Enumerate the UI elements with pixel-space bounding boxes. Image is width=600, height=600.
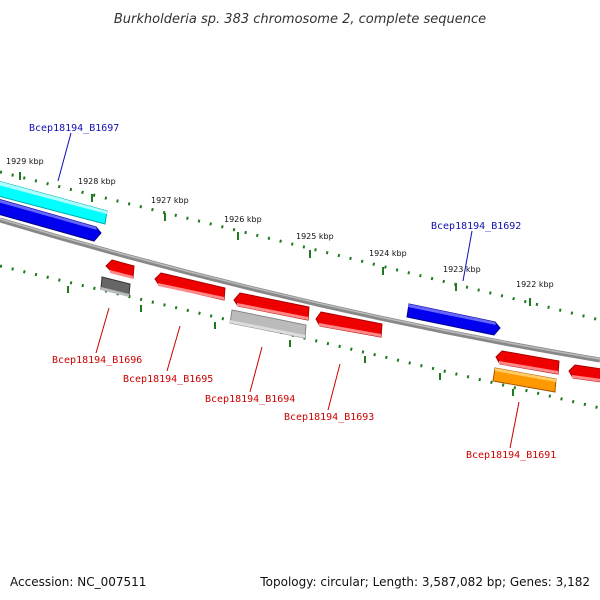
kbp-labels: 1929 kbp 1928 kbp 1927 kbp 1926 kbp 1925… bbox=[6, 157, 554, 289]
gene-red-right-2[interactable] bbox=[568, 364, 600, 383]
kbp-label: 1929 kbp bbox=[6, 157, 44, 166]
top-gene-labels: Bcep18194_B1697 Bcep18194_B1692 bbox=[29, 123, 521, 232]
kbp-label: 1926 kbp bbox=[224, 215, 262, 224]
gene-label-B1693[interactable]: Bcep18194_B1693 bbox=[284, 412, 374, 423]
topology-text: Topology: circular; Length: 3,587,082 bp… bbox=[259, 575, 590, 589]
top-major-ticks bbox=[19, 172, 531, 306]
bottom-gene-labels: Bcep18194_B1696 Bcep18194_B1695 Bcep1819… bbox=[52, 355, 556, 461]
gene-B1692[interactable] bbox=[406, 303, 501, 336]
gene-label-B1694[interactable]: Bcep18194_B1694 bbox=[205, 394, 295, 405]
kbp-label: 1924 kbp bbox=[369, 249, 407, 258]
gene-gray-light[interactable] bbox=[229, 309, 307, 339]
chromosome-backbone bbox=[0, 217, 600, 363]
map-title: Burkholderia sp. 383 chromosome 2, compl… bbox=[114, 12, 486, 27]
gene-gray-small[interactable] bbox=[100, 276, 131, 297]
gene-B1691[interactable] bbox=[492, 367, 557, 393]
kbp-label: 1922 kbp bbox=[516, 280, 554, 289]
gene-label-B1695[interactable]: Bcep18194_B1695 bbox=[123, 374, 213, 385]
bottom-leader-lines bbox=[95, 307, 520, 449]
bottom-major-ticks bbox=[67, 286, 514, 396]
kbp-label: 1923 kbp bbox=[443, 265, 481, 274]
gene-B1693[interactable] bbox=[315, 311, 383, 338]
kbp-label: 1925 kbp bbox=[296, 232, 334, 241]
gene-label-B1692[interactable]: Bcep18194_B1692 bbox=[431, 221, 521, 232]
gene-red-right-1[interactable] bbox=[495, 350, 560, 375]
kbp-label: 1927 kbp bbox=[151, 196, 189, 205]
gene-label-B1691[interactable]: Bcep18194_B1691 bbox=[466, 450, 556, 461]
gene-B1695[interactable] bbox=[154, 272, 226, 301]
gene-label-B1696[interactable]: Bcep18194_B1696 bbox=[52, 355, 142, 366]
gene-B1694[interactable] bbox=[233, 292, 310, 321]
gene-label-B1697[interactable]: Bcep18194_B1697 bbox=[29, 123, 119, 134]
bottom-tick-track bbox=[0, 264, 600, 410]
gene-B1697[interactable] bbox=[0, 181, 108, 225]
top-leader-lines bbox=[57, 132, 473, 282]
accession-text: Accession: NC_007511 bbox=[10, 575, 146, 589]
gene-blue-left[interactable] bbox=[0, 199, 102, 242]
gene-B1696[interactable] bbox=[105, 259, 135, 279]
kbp-label: 1928 kbp bbox=[78, 177, 116, 186]
top-tick-track bbox=[0, 170, 600, 322]
